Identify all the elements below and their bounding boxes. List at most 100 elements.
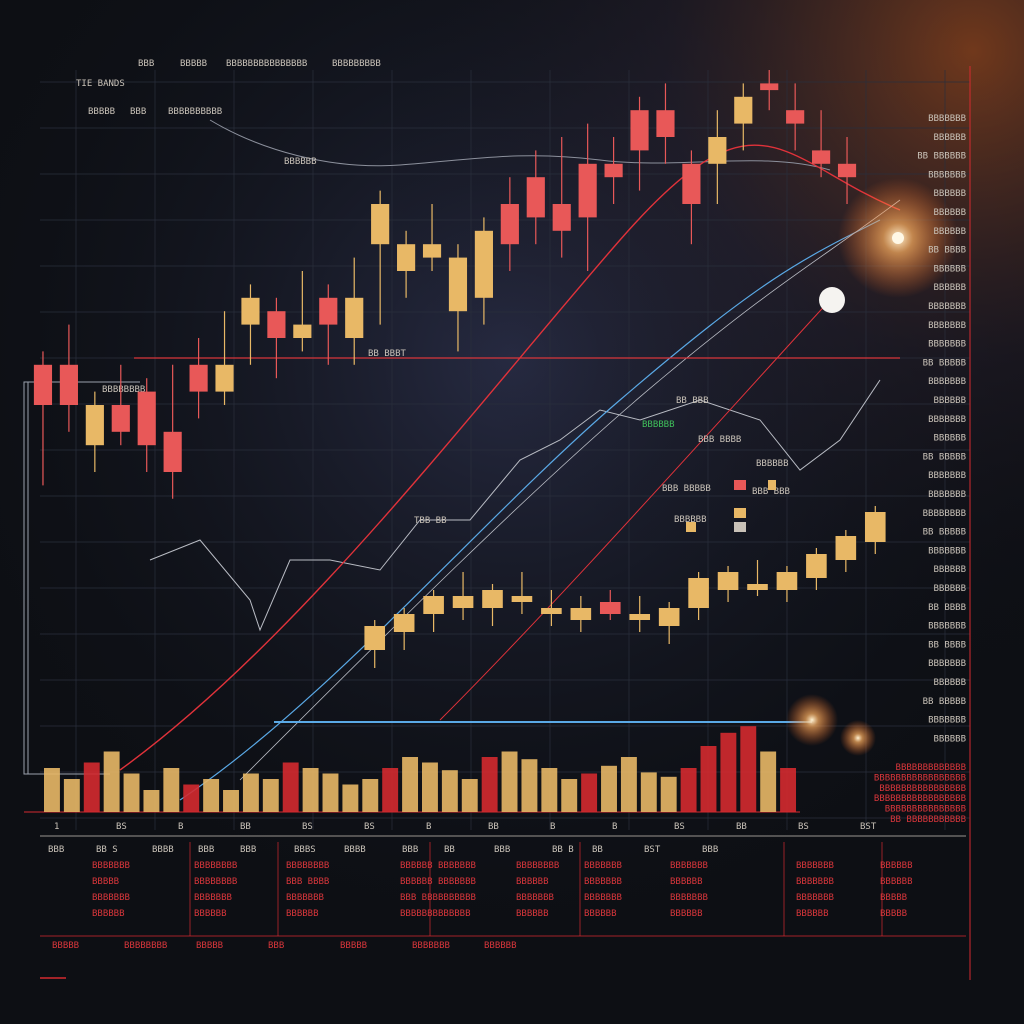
cluster-label-2: BBB BBBB	[698, 435, 741, 445]
table-header-11: BB B	[552, 845, 574, 855]
table-header-10: BBB	[494, 845, 510, 855]
upper-candle-7	[190, 365, 208, 392]
header-top-label-2: BBBBB	[180, 59, 207, 69]
glow-flare-bottom	[786, 694, 838, 746]
table-cell: BBBBBB	[92, 909, 125, 919]
upper-candle-10	[267, 311, 285, 338]
cluster-marker-2	[734, 508, 746, 518]
right-panel-item-14: BB BBBBB	[923, 358, 966, 368]
white-orb	[819, 287, 845, 313]
table-cell: BBBBBBB	[584, 861, 622, 871]
right-panel-item-5: BBBBBB	[933, 189, 966, 199]
upper-candle-6	[164, 432, 182, 472]
table-cell: BBBBBBB	[670, 893, 708, 903]
table-footer-7: BBBBBB	[484, 941, 517, 951]
table-cell: BBBBBBB	[400, 909, 438, 919]
table-header-14: BBB	[702, 845, 718, 855]
cluster-label-3: BBBBBB	[756, 459, 789, 469]
upper-candle-24	[630, 110, 648, 150]
table-header-4: BBB	[198, 845, 214, 855]
volume-bar-18	[382, 768, 398, 812]
lower-candle-6	[512, 596, 533, 602]
cluster-marker-1	[734, 480, 746, 490]
table-header-12: BB	[592, 845, 603, 855]
upper-candle-16	[423, 244, 441, 257]
table-cell: BBB BBBB	[286, 877, 329, 887]
volume-bar-7	[163, 768, 179, 812]
volume-bar-20	[422, 763, 438, 813]
header-sub-label-2: BBB	[130, 107, 146, 117]
table-cell: BBBBBB	[286, 909, 319, 919]
right-panel-item-32: BB BBBBB	[923, 697, 966, 707]
table-cell: BBBBBB	[796, 909, 829, 919]
upper-candle-21	[553, 204, 571, 231]
x-axis-label-9: B	[550, 822, 555, 832]
right-panel-item-28: BBBBBBB	[928, 622, 966, 632]
lower-candle-16	[806, 554, 827, 578]
x-axis-label-14: BST	[860, 822, 877, 832]
table-header-3: BBBB	[152, 845, 174, 855]
header-sub-label-1: BBBBB	[88, 107, 115, 117]
volume-bar-12	[263, 779, 279, 812]
table-cell: BBBBBBB	[796, 861, 834, 871]
table-header-7: BBBB	[344, 845, 366, 855]
table-cell: BBBBBBB	[438, 893, 476, 903]
table-header-8: BBB	[402, 845, 418, 855]
upper-candle-17	[449, 258, 467, 312]
lower-candle-15	[777, 572, 798, 590]
upper-candle-32	[838, 164, 856, 177]
upper-candle-25	[656, 110, 674, 137]
right-panel-item-15: BBBBBBB	[928, 377, 966, 387]
table-header-1: BBB	[48, 845, 64, 855]
table-cell: BBBBBBB	[670, 861, 708, 871]
right-panel-item-24: BBBBBBB	[928, 546, 966, 556]
table-cell: BBBBBB	[516, 909, 549, 919]
right-panel-red-item-4: BBBBBBBBBBBBBBBBB	[874, 794, 966, 804]
volume-bar-25	[521, 759, 537, 812]
right-panel-item-8: BB BBBB	[928, 246, 966, 256]
right-panel-item-25: BBBBBB	[933, 565, 966, 575]
green-tag: BBBBBB	[642, 420, 675, 430]
right-panel-item-30: BBBBBBB	[928, 659, 966, 669]
upper-candle-4	[112, 405, 130, 432]
lower-candle-7	[541, 608, 562, 614]
table-cell: BBBBBB	[438, 909, 471, 919]
volume-bar-22	[462, 779, 478, 812]
upper-candle-3	[86, 405, 104, 445]
price-tag: BB BBBT	[368, 349, 407, 359]
upper-candle-30	[786, 110, 804, 123]
upper-candle-23	[605, 164, 623, 177]
right-panel-item-9: BBBBBB	[933, 264, 966, 274]
table-cell: BBBBBB	[194, 909, 227, 919]
right-panel-red-item-2: BBBBBBBBBBBBBBBBB	[874, 773, 966, 783]
upper-candle-12	[319, 298, 337, 325]
table-cell: BBBBBB	[670, 909, 703, 919]
table-header-2: BB S	[96, 845, 118, 855]
header-top-label-1: BBB	[138, 59, 154, 69]
right-panel-item-10: BBBBBB	[933, 283, 966, 293]
header-top-label-4: BBBBBBBBB	[332, 59, 381, 69]
upper-candle-11	[293, 325, 311, 338]
volume-bar-16	[342, 785, 358, 813]
volume-bar-21	[442, 770, 458, 812]
right-panel-item-11: BBBBBBB	[928, 302, 966, 312]
x-axis-label-7: B	[426, 822, 431, 832]
volume-bar-23	[482, 757, 498, 812]
lower-candle-13	[718, 572, 739, 590]
lower-candle-14	[747, 584, 768, 590]
upper-candle-31	[812, 150, 830, 163]
table-cell: BBBBBB	[584, 909, 617, 919]
volume-bar-5	[124, 774, 140, 813]
lower-candle-18	[865, 512, 886, 542]
table-cell: BBBBBBB	[796, 877, 834, 887]
table-cell: BBBBBBB	[516, 893, 554, 903]
table-cell: BBBBB	[880, 893, 907, 903]
volume-bar-28	[581, 774, 597, 813]
table-cell: BBB BBB	[400, 893, 438, 903]
lower-candle-2	[394, 614, 415, 632]
mid-tag: BBBBBB	[284, 157, 317, 167]
right-panel-item-27: BB BBBB	[928, 603, 966, 613]
table-cell: BBBBBBB	[584, 877, 622, 887]
volume-bar-10	[223, 790, 239, 812]
volume-bar-29	[601, 766, 617, 812]
